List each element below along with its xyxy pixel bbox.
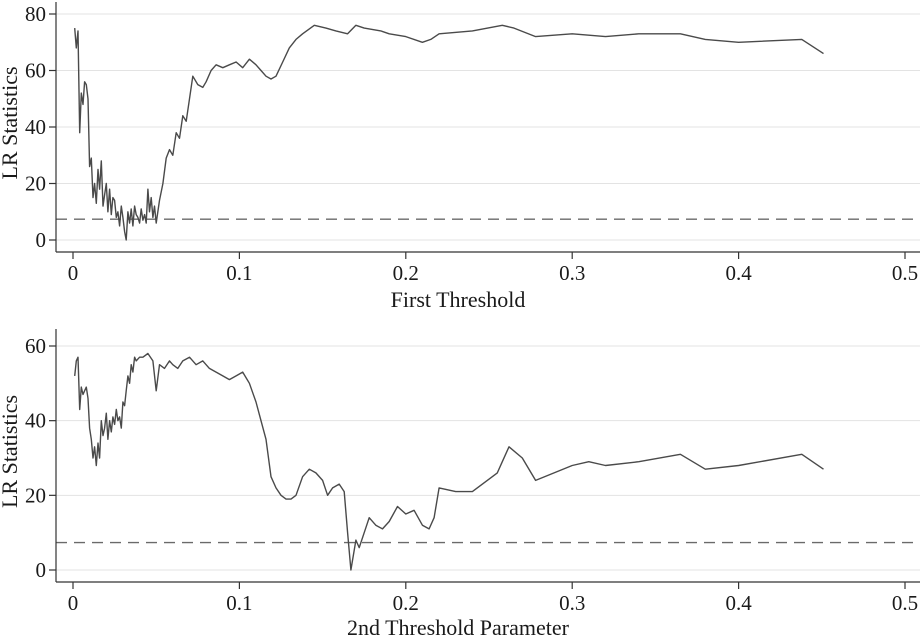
y-axis-title: LR Statistics — [0, 66, 22, 179]
y-tick-label: 60 — [25, 334, 46, 358]
chart-panel-first-threshold: 0 0.1 0.2 0.3 0.4 0.5 0 20 40 60 80 First Thresho… — [0, 2, 920, 312]
x-tick-label: 0.1 — [226, 591, 252, 615]
y-tick-label: 0 — [36, 558, 47, 582]
data-line — [74, 352, 824, 571]
x-tick-label: 0.2 — [393, 591, 419, 615]
x-tick-label: 0.2 — [393, 261, 419, 285]
x-tick-label: 0.1 — [226, 261, 252, 285]
x-tick-label: 0.5 — [892, 261, 918, 285]
x-tick-labels: 0 0.1 0.2 0.3 0.4 0.5 — [68, 261, 918, 285]
x-tick-label: 0.5 — [892, 591, 918, 615]
y-tick-label: 0 — [36, 228, 47, 252]
axes — [49, 329, 920, 589]
grid-lines — [56, 13, 920, 241]
x-tick-label: 0 — [68, 261, 79, 285]
y-tick-label: 40 — [25, 115, 46, 139]
y-tick-label: 80 — [25, 2, 46, 26]
chart-panel-second-threshold: 0 0.1 0.2 0.3 0.4 0.5 0 20 40 60 2nd Threshold P… — [0, 329, 920, 638]
y-axis-title: LR Statistics — [0, 395, 22, 508]
x-tick-label: 0.4 — [725, 261, 752, 285]
x-tick-label: 0.3 — [559, 591, 585, 615]
series-line — [74, 352, 824, 571]
x-tick-labels: 0 0.1 0.2 0.3 0.4 0.5 — [68, 591, 918, 615]
y-tick-label: 40 — [25, 409, 46, 433]
x-axis-title: First Threshold — [391, 287, 526, 312]
x-tick-label: 0.3 — [559, 261, 585, 285]
axes — [49, 2, 920, 259]
x-axis-title: 2nd Threshold Parameter — [347, 615, 570, 638]
grid-lines — [56, 345, 920, 571]
y-tick-label: 60 — [25, 59, 46, 83]
y-tick-label: 20 — [25, 483, 46, 507]
data-line — [74, 24, 824, 241]
y-tick-labels: 0 20 40 60 80 — [25, 2, 46, 252]
x-tick-label: 0 — [68, 591, 79, 615]
y-tick-labels: 0 20 40 60 — [25, 334, 46, 582]
series-line — [74, 24, 824, 241]
x-tick-label: 0.4 — [725, 591, 752, 615]
y-tick-label: 20 — [25, 172, 46, 196]
